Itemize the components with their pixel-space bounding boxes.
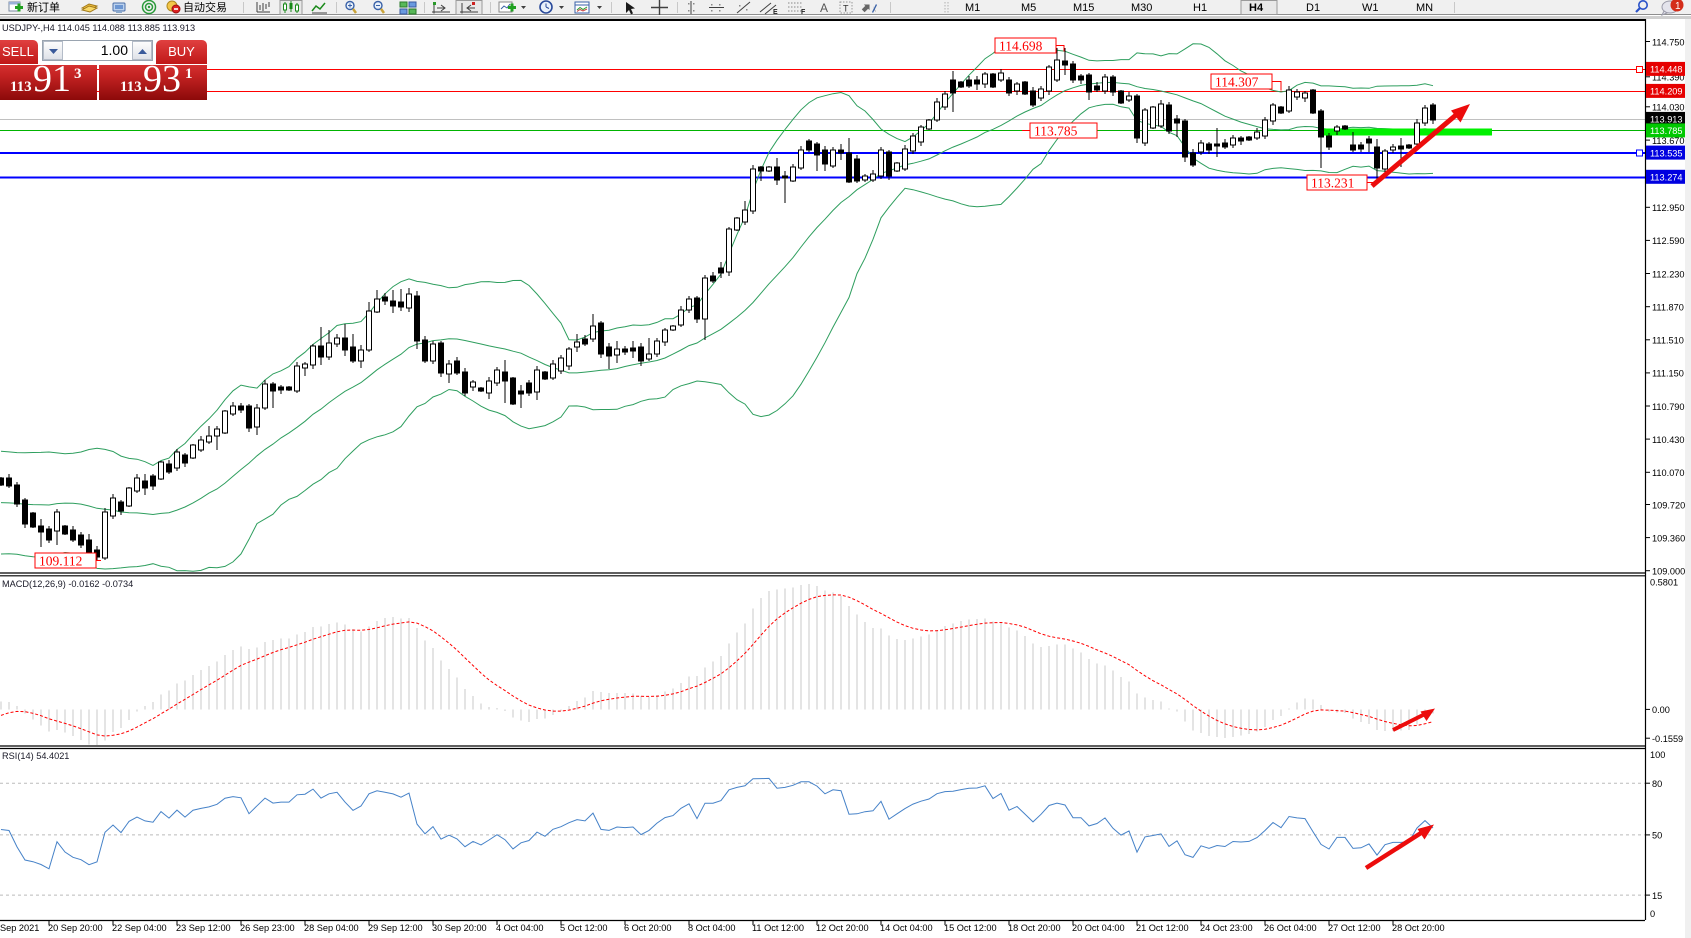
svg-text:80: 80 <box>1652 779 1662 789</box>
svg-text:8 Oct 04:00: 8 Oct 04:00 <box>688 923 736 933</box>
svg-text:M5: M5 <box>1021 2 1036 14</box>
svg-text:6 Oct 20:00: 6 Oct 20:00 <box>624 923 672 933</box>
svg-text:18 Oct 20:00: 18 Oct 20:00 <box>1008 923 1061 933</box>
svg-text:F: F <box>801 9 806 16</box>
svg-text:100: 100 <box>1650 750 1665 760</box>
svg-text:109.112: 109.112 <box>39 554 82 569</box>
svg-text:109.000: 109.000 <box>1652 567 1685 577</box>
svg-text:H1: H1 <box>1193 2 1207 14</box>
svg-text:H4: H4 <box>1249 2 1264 14</box>
svg-text:110.070: 110.070 <box>1652 468 1685 478</box>
svg-text:21 Oct 12:00: 21 Oct 12:00 <box>1136 923 1189 933</box>
svg-text:112.230: 112.230 <box>1652 269 1685 279</box>
svg-text:113.274: 113.274 <box>1650 173 1683 183</box>
svg-text:自动交易: 自动交易 <box>183 0 227 14</box>
svg-text:20 Oct 04:00: 20 Oct 04:00 <box>1072 923 1125 933</box>
svg-text:22 Sep 04:00: 22 Sep 04:00 <box>112 923 167 933</box>
svg-text:11 Oct 12:00: 11 Oct 12:00 <box>752 923 804 933</box>
svg-text:112.950: 112.950 <box>1652 203 1685 213</box>
svg-text:30 Sep 20:00: 30 Sep 20:00 <box>432 923 487 933</box>
svg-text:D1: D1 <box>1306 2 1320 14</box>
svg-text:29 Sep 12:00: 29 Sep 12:00 <box>368 923 423 933</box>
svg-text:M15: M15 <box>1073 2 1094 14</box>
svg-text:26 Sep 23:00: 26 Sep 23:00 <box>240 923 295 933</box>
svg-text:109.360: 109.360 <box>1652 533 1685 543</box>
svg-text:USDJPY-,H4 114.045 114.088 11: USDJPY-,H4 114.045 114.088 113.885 113.9… <box>2 23 195 33</box>
svg-text:4 Oct 04:00: 4 Oct 04:00 <box>496 923 544 933</box>
svg-text:114.448: 114.448 <box>1650 65 1683 75</box>
svg-text:-0.1559: -0.1559 <box>1652 734 1683 744</box>
svg-text:E: E <box>773 9 778 16</box>
svg-text:111.510: 111.510 <box>1652 336 1684 346</box>
svg-text:111.870: 111.870 <box>1652 303 1684 313</box>
svg-text:114.750: 114.750 <box>1652 37 1685 47</box>
svg-text:MN: MN <box>1416 2 1433 14</box>
svg-text:12 Oct 20:00: 12 Oct 20:00 <box>816 923 869 933</box>
svg-text:28 Oct 20:00: 28 Oct 20:00 <box>1392 923 1445 933</box>
svg-text:114.307: 114.307 <box>1215 75 1259 90</box>
svg-text:114.698: 114.698 <box>999 39 1043 54</box>
svg-text:20 Sep 20:00: 20 Sep 20:00 <box>48 923 103 933</box>
svg-text:5 Oct 12:00: 5 Oct 12:00 <box>560 923 608 933</box>
svg-text:RSI(14) 54.4021: RSI(14) 54.4021 <box>2 751 69 761</box>
svg-text:0.00: 0.00 <box>1652 705 1670 715</box>
svg-text:113.231: 113.231 <box>1311 176 1354 191</box>
svg-text:新订单: 新订单 <box>27 0 60 14</box>
svg-text:28 Sep 04:00: 28 Sep 04:00 <box>304 923 359 933</box>
svg-text:26 Oct 04:00: 26 Oct 04:00 <box>1264 923 1317 933</box>
svg-text:113.913: 113.913 <box>1650 115 1683 125</box>
svg-text:14 Oct 04:00: 14 Oct 04:00 <box>880 923 933 933</box>
svg-text:114.390: 114.390 <box>1652 73 1685 83</box>
svg-text:15 Oct 12:00: 15 Oct 12:00 <box>944 923 997 933</box>
svg-text:114.209: 114.209 <box>1650 87 1683 97</box>
svg-text:0: 0 <box>1650 909 1655 919</box>
svg-text:1: 1 <box>1675 1 1681 12</box>
svg-text:T: T <box>843 4 849 14</box>
svg-text:50: 50 <box>1652 831 1662 841</box>
svg-text:113.670: 113.670 <box>1652 136 1685 146</box>
svg-text:113.785: 113.785 <box>1650 126 1683 136</box>
svg-text:111.150: 111.150 <box>1652 369 1684 379</box>
svg-text:110.430: 110.430 <box>1652 435 1685 445</box>
svg-text:15: 15 <box>1652 891 1662 901</box>
svg-text:Sep 2021: Sep 2021 <box>0 923 39 933</box>
svg-text:M1: M1 <box>965 2 980 14</box>
svg-text:23 Sep 12:00: 23 Sep 12:00 <box>176 923 231 933</box>
svg-text:W1: W1 <box>1362 2 1379 14</box>
svg-text:27 Oct 12:00: 27 Oct 12:00 <box>1328 923 1381 933</box>
svg-text:113.785: 113.785 <box>1034 124 1078 139</box>
svg-text:110.790: 110.790 <box>1652 402 1685 412</box>
svg-text:0.5801: 0.5801 <box>1650 578 1678 588</box>
svg-text:MACD(12,26,9) -0.0162 -0.0734: MACD(12,26,9) -0.0162 -0.0734 <box>2 579 133 589</box>
svg-text:M30: M30 <box>1131 2 1152 14</box>
svg-text:109.720: 109.720 <box>1652 500 1685 510</box>
svg-text:114.030: 114.030 <box>1652 103 1685 113</box>
svg-text:112.590: 112.590 <box>1652 236 1685 246</box>
svg-text:A: A <box>820 1 828 15</box>
svg-text:113.535: 113.535 <box>1650 148 1683 158</box>
svg-text:24 Oct 23:00: 24 Oct 23:00 <box>1200 923 1253 933</box>
